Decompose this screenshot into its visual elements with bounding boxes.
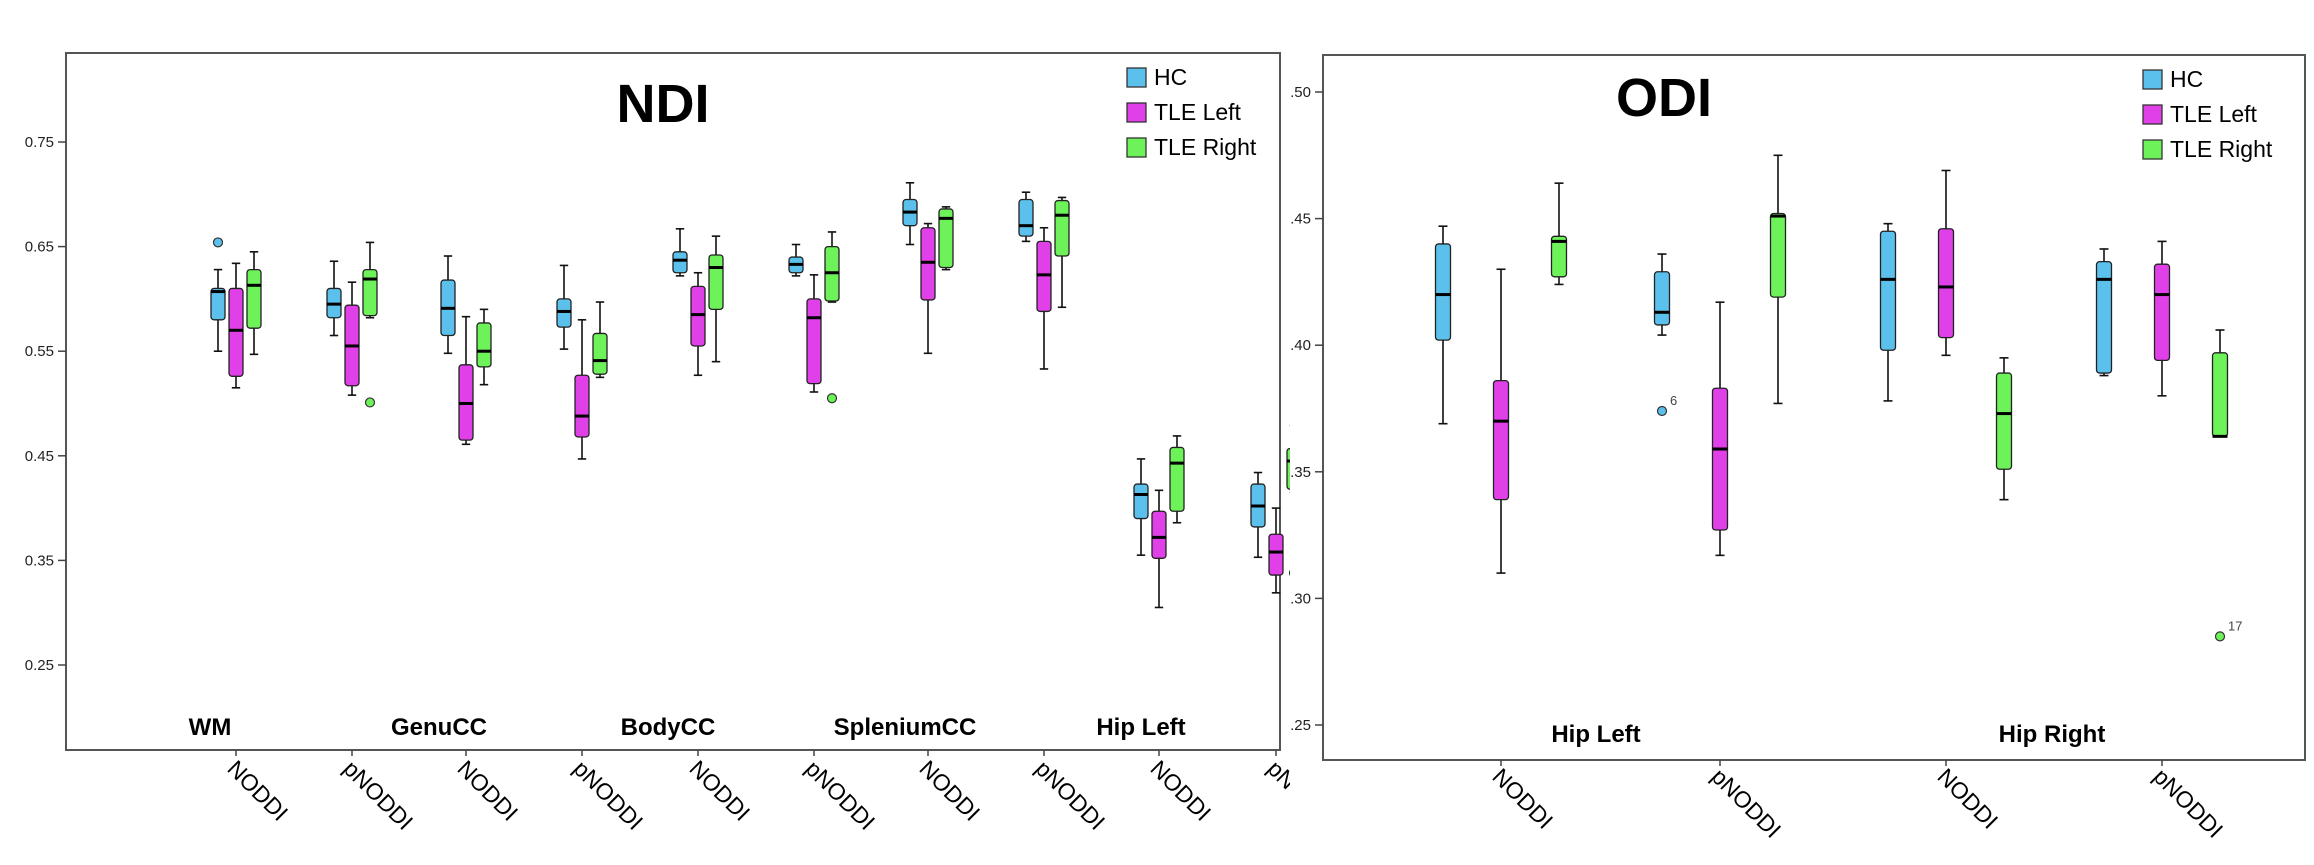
ndi-group-label-spleniumcc: SpleniumCC (834, 714, 977, 741)
ndi-legend-label-tle-left: TLE Left (1154, 99, 1242, 125)
odi-ytick-label: 0.50 (1290, 84, 1311, 101)
odi-box-hip-left-noddi-tle-right-iqr (1550, 235, 1568, 278)
ndi-box-genucc-noddi-tle-right-iqr (476, 322, 492, 368)
odi-box-hip-right-noddi-hc-iqr (1879, 230, 1897, 351)
odi-xtick-label-hip-right-pnoddi: pNODDI (2148, 763, 2228, 843)
ndi-box-wm-noddi-tle-right-iqr (246, 268, 262, 329)
odi-legend-label-hc: HC (2170, 66, 2203, 92)
ndi-xtick-label-hip-left-noddi: NODDI (1145, 755, 1216, 826)
odi-box-hip-right-noddi-tle-right-iqr (1995, 372, 2013, 470)
ndi-legend-swatch-tle-left (1126, 102, 1147, 123)
ndi-box-wm-pnoddi-tle-right-iqr (362, 268, 378, 317)
odi-box-hip-right-pnoddi-hc-iqr (2095, 260, 2113, 374)
ndi-group-label-wm: WM (189, 714, 232, 741)
odi-xtick-label-hip-left-pnoddi: pNODDI (1706, 763, 1786, 843)
ndi-group-label-hip-left: Hip Left (1096, 714, 1185, 741)
ndi-box-hip-left-noddi-tle-right-iqr (1169, 446, 1185, 512)
odi-box-hip-left-pnoddi-tle-left-iqr (1711, 387, 1729, 531)
ndi-xtick-label-spleniumcc-pnoddi: pNODDI (1030, 755, 1110, 835)
ndi-ytick-label: 0.55 (25, 343, 54, 360)
ndi-box-hip-left-pnoddi-tle-right-iqr (1286, 447, 1290, 490)
odi-legend-label-tle-right: TLE Right (2170, 136, 2273, 162)
odi-ytick-label: 0.40 (1290, 337, 1311, 354)
ndi-legend-label-tle-right: TLE Right (1154, 134, 1257, 160)
odi-legend-label-tle-left: TLE Left (2170, 101, 2258, 127)
ndi-ytick-label: 0.65 (25, 239, 54, 256)
ndi-box-bodycc-noddi-tle-right-iqr (708, 254, 724, 311)
ndi-legend-swatch-tle-right (1126, 137, 1147, 158)
ndi-xtick-label-spleniumcc-noddi: NODDI (914, 755, 985, 826)
odi-ytick-label: 0.35 (1290, 464, 1311, 481)
odi-legend-swatch-tle-right (2142, 139, 2163, 160)
ndi-box-hip-left-pnoddi-tle-left-iqr (1268, 533, 1284, 576)
odi-legend-swatch-hc (2142, 69, 2163, 90)
odi-chart-title: ODI (1616, 68, 1712, 128)
ndi-chart-panel: 0.25 0.35 0.45 0.55 0.65 0.75 NDI HC TLE Left TLE… (25, 52, 1290, 835)
ndi-box-spleniumcc-pnoddi-hc-iqr (1018, 198, 1034, 237)
odi-box-hip-left-pnoddi-hc-outlier-label: 6 (1670, 393, 1677, 408)
ndi-legend-label-hc: HC (1154, 64, 1187, 90)
ndi-box-bodycc-noddi-tle-left-iqr (690, 285, 706, 347)
odi-box-hip-left-pnoddi-hc-outlier (1656, 405, 1668, 417)
ndi-chart: 0.25 0.35 0.45 0.55 0.65 0.75 NDI HC TLE Left TLE… (25, 52, 1290, 835)
odi-box-hip-left-pnoddi-tle-right-iqr (1769, 212, 1787, 298)
ndi-group-label-genucc: GenuCC (391, 714, 487, 741)
odi-group-label-hip-left: Hip Left (1551, 721, 1640, 748)
ndi-box-hip-left-noddi-tle-left-iqr (1151, 510, 1167, 559)
ndi-xtick-label-hip-left-pnoddi: pNODDI (1262, 755, 1290, 835)
ndi-xtick-label-bodycc-pnoddi: pNODDI (800, 755, 880, 835)
odi-box-hip-right-noddi-tle-left-iqr (1937, 228, 1955, 339)
odi-ytick-label: 0.30 (1290, 590, 1311, 607)
ndi-group-label-bodycc: BodyCC (621, 714, 716, 741)
ndi-box-spleniumcc-pnoddi-tle-left-iqr (1036, 240, 1052, 313)
ndi-box-bodycc-pnoddi-tle-left-iqr (806, 298, 822, 385)
odi-box-hip-left-noddi-tle-left-iqr (1492, 379, 1510, 501)
ndi-box-hip-left-pnoddi-tle-right-outlier (1288, 569, 1290, 577)
ndi-ytick-label: 0.75 (25, 134, 54, 151)
ndi-box-genucc-pnoddi-tle-left-iqr (574, 374, 590, 438)
ndi-xtick-label-genucc-noddi: NODDI (452, 755, 523, 826)
odi-xtick-label-hip-right-noddi: NODDI (1932, 763, 2003, 834)
odi-box-hip-right-pnoddi-tle-right-outlier-label: 17 (2228, 618, 2242, 633)
ndi-box-genucc-pnoddi-hc-iqr (556, 298, 572, 328)
odi-box-hip-right-pnoddi-tle-right-iqr (2211, 352, 2229, 438)
ndi-xtick-label-genucc-pnoddi: pNODDI (568, 755, 648, 835)
odi-chart-panel: 0.25 0.30 0.35 0.40 0.45 0.50 ODI HC TLE Left TLE… (1290, 0, 2314, 865)
odi-box-hip-left-noddi-hc-iqr (1434, 243, 1452, 341)
ndi-box-wm-pnoddi-tle-right-outlier (364, 397, 376, 408)
odi-group-label-hip-right: Hip Right (1999, 721, 2106, 748)
odi-box-hip-right-pnoddi-tle-left-iqr (2153, 263, 2171, 362)
ndi-ytick-label: 0.25 (25, 657, 54, 674)
ndi-legend-swatch-hc (1126, 67, 1147, 88)
odi-legend-swatch-tle-left (2142, 104, 2163, 125)
ndi-plot-frame (65, 52, 1281, 751)
ndi-box-wm-noddi-hc-outlier (212, 237, 224, 248)
odi-ytick-label: 0.25 (1290, 717, 1311, 734)
ndi-box-bodycc-pnoddi-tle-right-outlier (826, 393, 838, 404)
odi-box-hip-left-pnoddi-hc-iqr (1653, 271, 1671, 326)
odi-plot-frame (1322, 54, 2306, 761)
ndi-xtick-label-wm-noddi: NODDI (222, 755, 293, 826)
odi-chart: 0.25 0.30 0.35 0.40 0.45 0.50 ODI HC TLE Left TLE… (1290, 54, 2306, 843)
ndi-box-genucc-pnoddi-tle-right-iqr (592, 332, 608, 375)
ndi-box-spleniumcc-noddi-tle-right-iqr (938, 208, 954, 269)
odi-box-hip-right-pnoddi-tle-right-outlier (2214, 631, 2226, 642)
ndi-box-wm-noddi-tle-left-iqr (228, 287, 244, 377)
ndi-chart-title: NDI (617, 74, 710, 134)
ndi-ytick-label: 0.35 (25, 552, 54, 569)
ndi-box-bodycc-noddi-hc-iqr (672, 251, 688, 274)
odi-ytick-label: 0.45 (1290, 211, 1311, 228)
ndi-box-spleniumcc-noddi-tle-left-iqr (920, 227, 936, 301)
ndi-box-wm-noddi-hc-iqr (210, 287, 226, 321)
ndi-box-hip-left-noddi-hc-iqr (1133, 483, 1149, 520)
ndi-xtick-label-wm-pnoddi: pNODDI (338, 755, 418, 835)
ndi-box-spleniumcc-pnoddi-tle-right-iqr (1054, 199, 1070, 257)
ndi-xtick-label-bodycc-noddi: NODDI (684, 755, 755, 826)
odi-xtick-label-hip-left-noddi: NODDI (1487, 763, 1558, 834)
ndi-ytick-label: 0.45 (25, 448, 54, 465)
